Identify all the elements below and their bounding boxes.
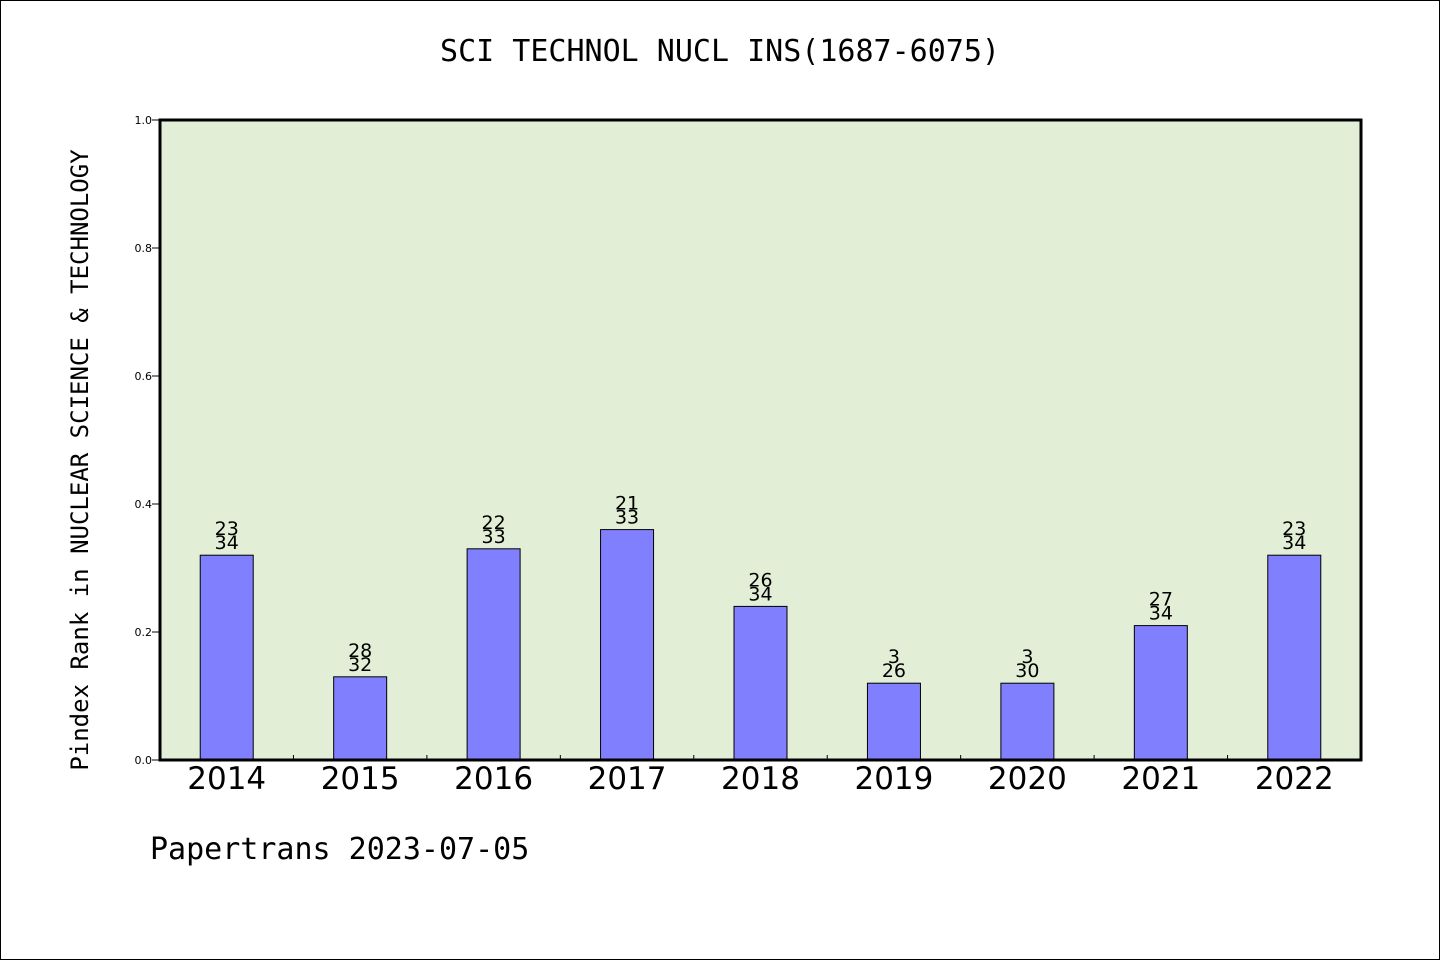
bar-rank-label: 26 xyxy=(748,569,772,591)
chart-title: SCI TECHNOL NUCL INS(1687-6075) xyxy=(440,34,1000,69)
bar-rank-label: 28 xyxy=(348,640,372,662)
y-tick-label: 1.0 xyxy=(135,114,153,127)
bar-total-label: 34 xyxy=(1149,603,1173,625)
bar-total-label: 34 xyxy=(215,532,239,554)
bar-rank-label: 23 xyxy=(215,518,239,540)
x-tick-label: 2019 xyxy=(854,761,933,797)
bar xyxy=(866,682,921,761)
bar xyxy=(199,554,254,761)
x-tick-label: 2020 xyxy=(988,761,1067,797)
bar-total-label: 30 xyxy=(1015,660,1039,682)
bar xyxy=(600,529,655,761)
bar-rank-label: 27 xyxy=(1149,589,1173,611)
bar-total-label: 26 xyxy=(882,660,906,682)
y-axis: 0.0 0.2 0.4 0.6 0.8 1.0 xyxy=(135,114,160,767)
x-tick-label: 2014 xyxy=(187,761,266,797)
x-tick-label: 2018 xyxy=(721,761,800,797)
plot-border xyxy=(158,118,1363,762)
bar-rank-label: 23 xyxy=(1282,518,1306,540)
bar xyxy=(333,676,388,761)
y-tick-label: 0.4 xyxy=(135,498,153,511)
bar-rank-label: 21 xyxy=(615,493,639,515)
x-tick-label: 2015 xyxy=(321,761,400,797)
x-tick-label: 2021 xyxy=(1121,761,1200,797)
bar-rank-label: 22 xyxy=(482,512,506,534)
bar-rank-label: 3 xyxy=(1021,646,1033,668)
bar xyxy=(466,548,521,761)
y-tick-label: 0.0 xyxy=(135,754,153,767)
y-tick-label: 0.2 xyxy=(135,626,153,639)
x-tick-label: 2017 xyxy=(588,761,667,797)
bar-total-label: 32 xyxy=(348,654,372,676)
y-tick-label: 0.6 xyxy=(135,370,153,383)
bar-total-label: 34 xyxy=(748,583,772,605)
y-tick-label: 0.8 xyxy=(135,242,153,255)
x-tick-label: 2016 xyxy=(454,761,533,797)
footer-credit: Papertrans 2023-07-05 xyxy=(150,832,530,867)
x-tick-label: 2022 xyxy=(1255,761,1334,797)
bar xyxy=(733,605,788,761)
bar-total-label: 33 xyxy=(615,507,639,529)
bar-total-label: 33 xyxy=(482,526,506,548)
bar xyxy=(1133,625,1188,761)
bar-rank-label: 3 xyxy=(888,646,900,668)
bar-total-label: 34 xyxy=(1282,532,1306,554)
x-axis: 2014 2015 2016 2017 2018 2019 2020 2021 2022 xyxy=(187,755,1334,797)
bar xyxy=(1000,682,1055,761)
bar xyxy=(1267,554,1322,761)
